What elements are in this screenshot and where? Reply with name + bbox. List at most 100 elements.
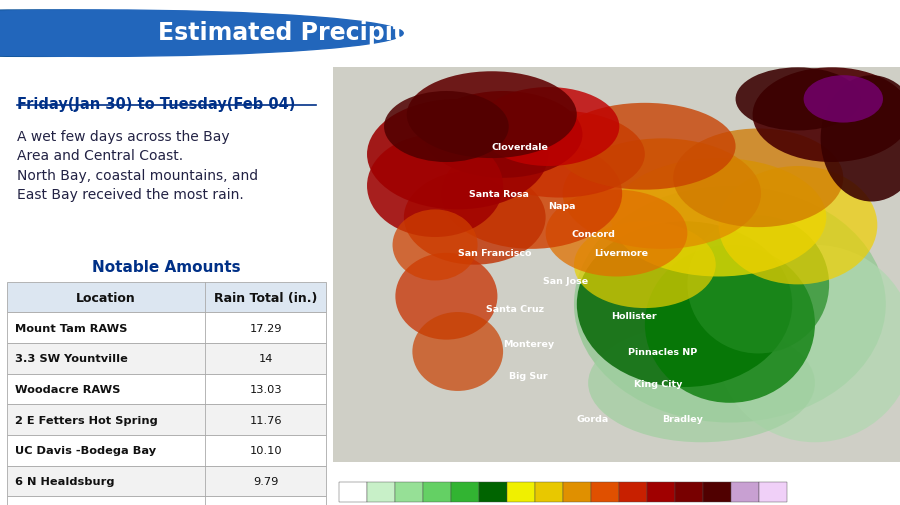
Ellipse shape: [554, 104, 735, 190]
Text: Napa: Napa: [548, 201, 576, 211]
Text: Bradley: Bradley: [662, 414, 703, 423]
Text: Location: Location: [76, 291, 136, 304]
Circle shape: [0, 11, 344, 57]
Ellipse shape: [644, 245, 815, 403]
Text: Hollister: Hollister: [611, 312, 656, 321]
Text: Santa Cruz: Santa Cruz: [486, 304, 544, 313]
Text: 30: 30: [740, 503, 749, 505]
Ellipse shape: [384, 92, 508, 163]
Text: 4: 4: [574, 503, 579, 505]
Circle shape: [0, 11, 403, 57]
Text: 0.5: 0.5: [431, 503, 443, 505]
Text: Big Sur: Big Sur: [508, 371, 547, 380]
FancyBboxPatch shape: [6, 405, 327, 435]
Text: A wet few days across the Bay
Area and Central Coast.
North Bay, coastal mountai: A wet few days across the Bay Area and C…: [17, 129, 257, 201]
Text: Gorda: Gorda: [577, 414, 609, 423]
Text: Livermore: Livermore: [594, 249, 648, 258]
Ellipse shape: [478, 88, 619, 167]
Ellipse shape: [804, 76, 883, 123]
Text: Wednesday, February 5: Wednesday, February 5: [720, 46, 843, 56]
FancyBboxPatch shape: [646, 482, 675, 501]
Text: Monterey: Monterey: [503, 339, 554, 348]
Ellipse shape: [392, 210, 478, 281]
Text: 1: 1: [463, 503, 467, 505]
Ellipse shape: [574, 222, 716, 309]
Ellipse shape: [367, 99, 548, 210]
Text: 15: 15: [684, 503, 693, 505]
Ellipse shape: [716, 245, 900, 442]
Text: Notable Amounts: Notable Amounts: [92, 260, 241, 274]
Text: Weather Forecast Office: Weather Forecast Office: [720, 12, 845, 22]
FancyBboxPatch shape: [507, 482, 535, 501]
Text: >30: >30: [765, 503, 780, 505]
Text: Cloverdale: Cloverdale: [491, 142, 549, 152]
Text: Santa Rosa: Santa Rosa: [469, 190, 529, 198]
Text: 1.5: 1.5: [487, 503, 499, 505]
Text: 10: 10: [656, 503, 665, 505]
FancyBboxPatch shape: [731, 482, 759, 501]
Text: 20: 20: [712, 503, 721, 505]
Text: Woodacre RAWS: Woodacre RAWS: [15, 384, 121, 394]
Text: Precipitation (Inches): Precipitation (Inches): [338, 466, 466, 476]
FancyBboxPatch shape: [6, 374, 327, 405]
Ellipse shape: [589, 324, 815, 442]
Text: 3.3 SW Yountville: 3.3 SW Yountville: [15, 354, 128, 364]
Ellipse shape: [424, 92, 582, 178]
Ellipse shape: [404, 171, 545, 265]
Text: 10.10: 10.10: [249, 445, 282, 456]
FancyBboxPatch shape: [6, 343, 327, 374]
FancyBboxPatch shape: [6, 282, 327, 313]
Text: 0.1: 0.1: [375, 503, 386, 505]
Ellipse shape: [562, 139, 761, 249]
Text: 14: 14: [258, 354, 273, 364]
Text: Friday(Jan 30) to Tuesday(Feb 04): Friday(Jan 30) to Tuesday(Feb 04): [17, 96, 295, 112]
Ellipse shape: [395, 254, 498, 340]
FancyBboxPatch shape: [618, 482, 646, 501]
Text: San Francisco: San Francisco: [458, 249, 531, 258]
Ellipse shape: [574, 186, 886, 423]
Text: Rain Total (in.): Rain Total (in.): [214, 291, 318, 304]
Ellipse shape: [673, 129, 843, 228]
Text: 0.25: 0.25: [400, 503, 417, 505]
FancyBboxPatch shape: [703, 482, 731, 501]
FancyBboxPatch shape: [6, 496, 327, 505]
Text: 2: 2: [518, 503, 523, 505]
FancyBboxPatch shape: [479, 482, 507, 501]
FancyBboxPatch shape: [451, 482, 479, 501]
Ellipse shape: [735, 68, 860, 131]
FancyBboxPatch shape: [590, 482, 618, 501]
Ellipse shape: [407, 72, 577, 159]
Text: 6 N Healdsburg: 6 N Healdsburg: [15, 476, 114, 486]
FancyBboxPatch shape: [395, 482, 423, 501]
Text: Mount Tam RAWS: Mount Tam RAWS: [15, 323, 128, 333]
Text: San Jose: San Jose: [543, 276, 588, 285]
FancyBboxPatch shape: [338, 482, 366, 501]
Ellipse shape: [545, 190, 688, 277]
FancyBboxPatch shape: [562, 482, 590, 501]
Ellipse shape: [412, 313, 503, 391]
Ellipse shape: [752, 68, 900, 163]
FancyBboxPatch shape: [423, 482, 451, 501]
Text: San Francisco Bay Area: San Francisco Bay Area: [720, 29, 842, 39]
Text: Concord: Concord: [572, 229, 615, 238]
Text: 17.29: 17.29: [249, 323, 282, 333]
FancyBboxPatch shape: [535, 482, 562, 501]
Text: UC Davis -Bodega Bay: UC Davis -Bodega Bay: [15, 445, 156, 456]
FancyBboxPatch shape: [6, 313, 327, 343]
Ellipse shape: [821, 76, 900, 202]
Text: 3: 3: [546, 503, 551, 505]
FancyBboxPatch shape: [6, 435, 327, 466]
Text: Pinnacles NP: Pinnacles NP: [628, 347, 698, 356]
Text: 13.03: 13.03: [249, 384, 282, 394]
Text: King City: King City: [634, 379, 682, 388]
Ellipse shape: [718, 167, 878, 285]
FancyBboxPatch shape: [675, 482, 703, 501]
FancyBboxPatch shape: [759, 482, 787, 501]
Ellipse shape: [577, 222, 792, 387]
Text: Estimated Precipitation - Most Recent AR: Estimated Precipitation - Most Recent AR: [158, 21, 708, 45]
Text: 8: 8: [630, 503, 634, 505]
Text: 9.79: 9.79: [253, 476, 278, 486]
Ellipse shape: [367, 135, 503, 237]
Ellipse shape: [688, 216, 829, 354]
Ellipse shape: [441, 139, 622, 249]
